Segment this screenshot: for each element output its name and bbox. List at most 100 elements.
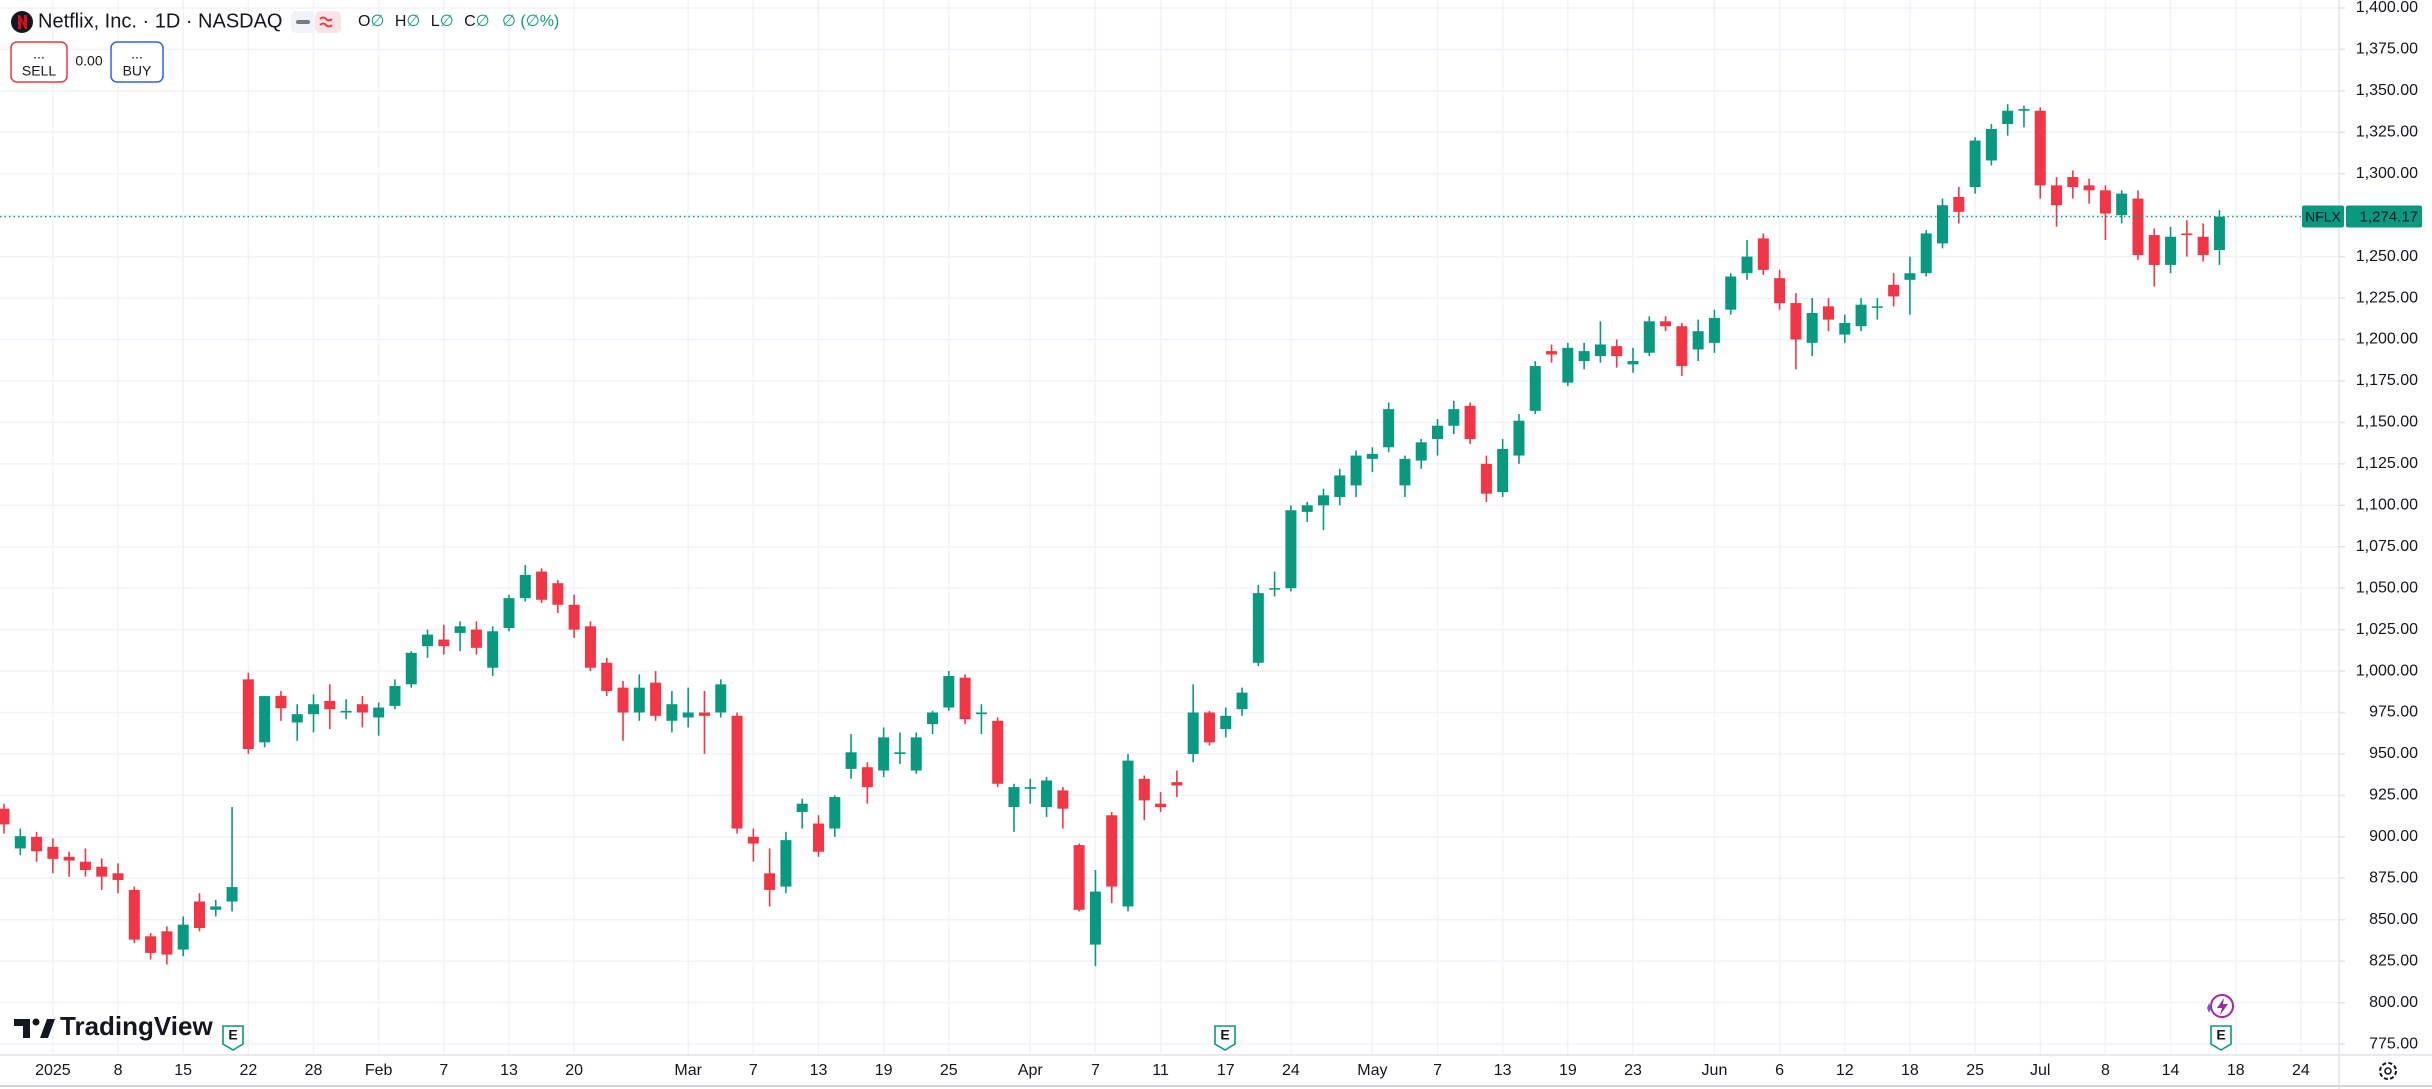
- buy-box[interactable]: [110, 41, 164, 83]
- candle-body: [2051, 185, 2063, 206]
- candle-body: [1024, 787, 1036, 789]
- x-tick-label: 19: [875, 1062, 893, 1079]
- candle-body: [1252, 593, 1264, 663]
- badge-icon: [2217, 998, 2228, 1015]
- candle-body: [1578, 351, 1590, 362]
- x-tick-label: 2025: [35, 1062, 71, 1079]
- indicator-toggles[interactable]: [291, 11, 341, 33]
- candle-body: [2197, 236, 2209, 255]
- x-tick-label: 8: [2101, 1062, 2110, 1079]
- candle-body: [2213, 216, 2225, 250]
- candle-body: [1660, 321, 1672, 327]
- x-tick-label: Mar: [674, 1062, 702, 1079]
- earnings-label: E: [2216, 1027, 2225, 1043]
- y-tick-label: 1,325.00: [2356, 124, 2418, 141]
- toggle-button[interactable]: [315, 11, 341, 33]
- candle-body: [845, 752, 857, 769]
- candle-body: [2165, 236, 2177, 265]
- x-tick-label: Feb: [365, 1062, 393, 1079]
- y-tick-label: 1,025.00: [2356, 621, 2418, 638]
- buy-button[interactable]: ... BUY: [110, 41, 164, 83]
- candle-body: [1138, 778, 1150, 801]
- candle-body: [1432, 425, 1444, 439]
- candle-body: [0, 808, 10, 825]
- candle-body: [1008, 787, 1020, 807]
- y-tick-label: 975.00: [2369, 704, 2418, 721]
- candle-body: [1187, 712, 1199, 754]
- candle-body: [63, 856, 75, 861]
- alert-badge[interactable]: [2207, 994, 2234, 1018]
- candle-body: [1855, 304, 1867, 327]
- candle-body: [242, 679, 254, 749]
- settings-button[interactable]: [2379, 1062, 2397, 1080]
- candle-body: [1774, 278, 1786, 304]
- candle-body: [145, 936, 157, 953]
- spread: 0.00: [75, 53, 102, 69]
- candle-body: [1220, 715, 1232, 730]
- candle-body: [96, 866, 108, 877]
- y-tick-label: 1,075.00: [2356, 538, 2418, 555]
- candle-body: [2002, 110, 2014, 125]
- symbol-header[interactable]: Netflix, Inc. · 1D · NASDAQ: [11, 10, 283, 33]
- candle-body: [1594, 344, 1606, 357]
- candle-body: [1676, 326, 1688, 367]
- earnings-label: E: [228, 1027, 237, 1043]
- x-tick-label: 7: [1091, 1062, 1100, 1079]
- y-tick-label: 900.00: [2369, 828, 2418, 845]
- sell-button[interactable]: ... SELL: [10, 41, 68, 83]
- candle-body: [1904, 273, 1916, 280]
- brand-mark: [14, 1019, 30, 1038]
- gear-hub: [2384, 1067, 2392, 1075]
- candle-body: [1334, 475, 1346, 497]
- y-tick-label: 1,250.00: [2356, 248, 2418, 265]
- candle-body: [1497, 448, 1509, 493]
- candle-body: [47, 846, 59, 859]
- y-tick-label: 925.00: [2369, 787, 2418, 804]
- ohlc-value: ∅: [476, 13, 490, 30]
- candle-body: [829, 797, 841, 829]
- candle-body: [1350, 455, 1362, 486]
- x-tick-label: 7: [749, 1062, 758, 1079]
- candle-body: [1806, 312, 1818, 343]
- candle-body: [1171, 782, 1183, 786]
- candle-body: [1562, 347, 1574, 383]
- y-tick-label: 1,125.00: [2356, 455, 2418, 472]
- y-tick-label: 1,175.00: [2356, 372, 2418, 389]
- candle-body: [552, 583, 564, 605]
- candle-body: [666, 704, 678, 721]
- candle-body: [259, 696, 271, 743]
- x-tick-label: 13: [1494, 1062, 1512, 1079]
- candle-body: [112, 873, 124, 880]
- candle-body: [1057, 790, 1069, 809]
- candle-body: [633, 687, 645, 713]
- candle-body: [1236, 692, 1248, 710]
- candle-body: [764, 873, 776, 890]
- candle-body: [992, 720, 1004, 784]
- earnings-marker[interactable]: [1214, 1025, 1236, 1051]
- candle-body: [470, 629, 482, 648]
- ohlc-legend: O∅ H∅ L∅ C∅ ∅ (∅%): [358, 13, 559, 30]
- x-tick-label: 22: [239, 1062, 257, 1079]
- candle-body: [568, 604, 580, 630]
- candle-body: [373, 707, 385, 718]
- candle-body: [894, 752, 906, 754]
- x-tick-label: 6: [1775, 1062, 1784, 1079]
- candle-body: [1073, 845, 1085, 910]
- x-tick-label: Apr: [1018, 1062, 1044, 1079]
- candle-body: [503, 598, 515, 628]
- brand-mark: [32, 1018, 40, 1026]
- earnings-marker[interactable]: [222, 1025, 244, 1051]
- earnings-marker[interactable]: [2210, 1025, 2232, 1051]
- y-tick-label: 775.00: [2369, 1035, 2418, 1052]
- candle-body: [2132, 198, 2144, 255]
- candle-body: [1203, 712, 1215, 743]
- sell-box[interactable]: [10, 41, 68, 83]
- candle-body: [861, 767, 873, 788]
- candle-body: [177, 924, 189, 950]
- candle-body: [1741, 256, 1753, 274]
- badge-spark: [2207, 1003, 2211, 1013]
- x-tick-label: Jul: [2030, 1062, 2050, 1079]
- y-tick-label: 1,225.00: [2356, 289, 2418, 306]
